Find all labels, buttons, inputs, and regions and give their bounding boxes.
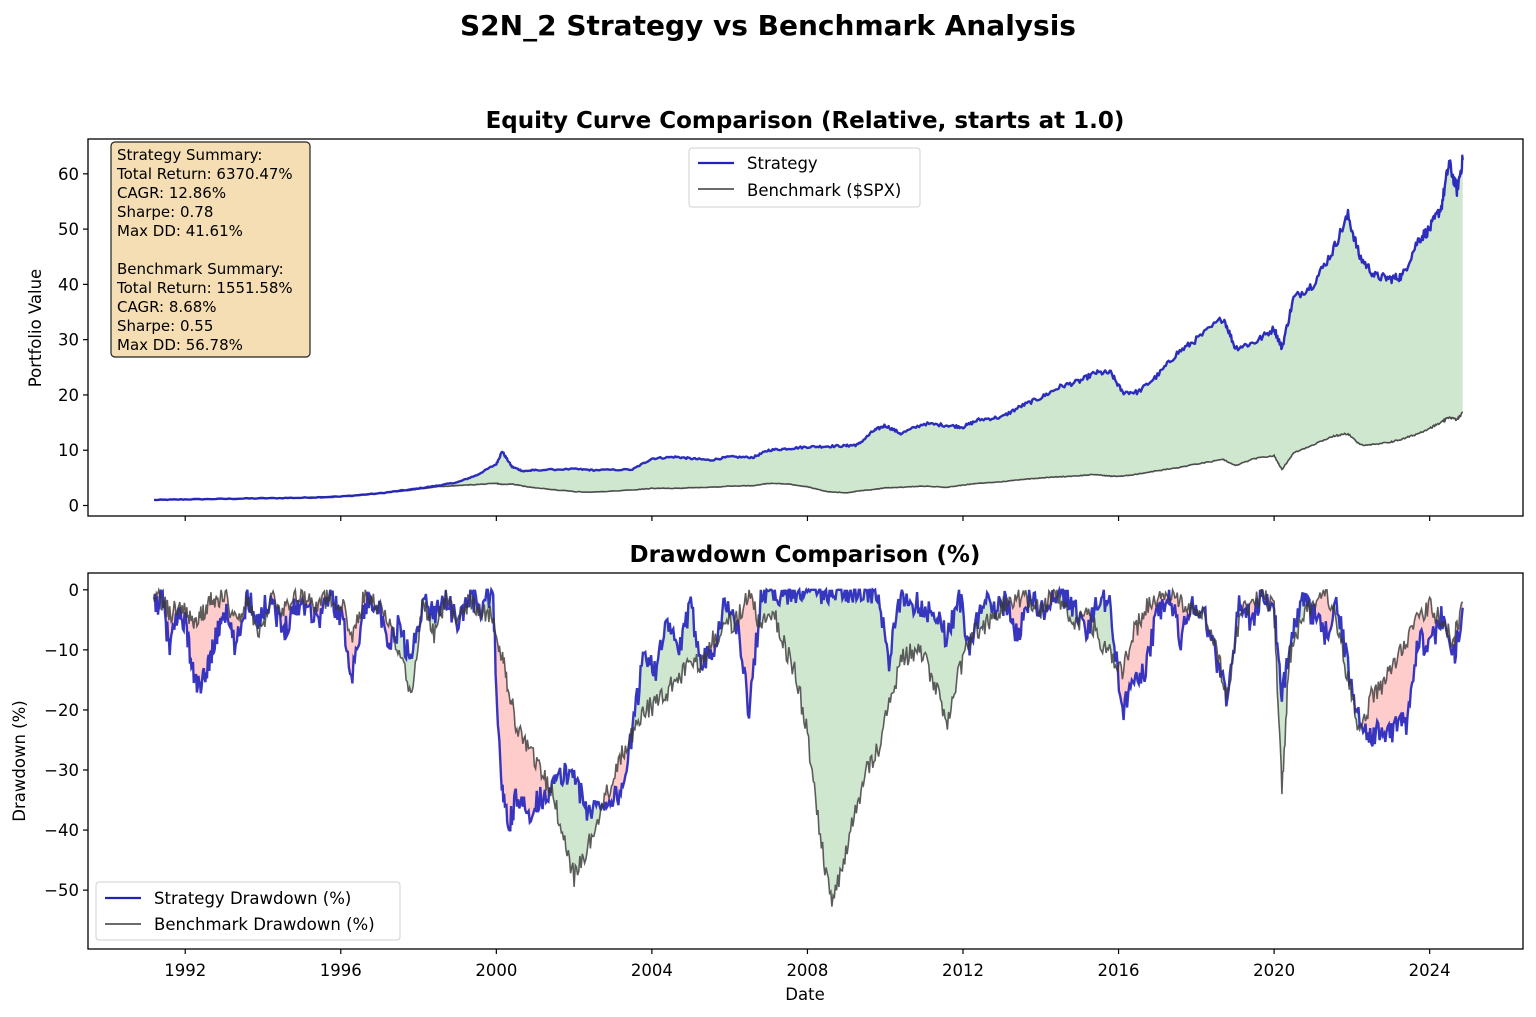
drawdown-chart-frame [87, 572, 1524, 950]
y-tick-label: 0 [69, 496, 80, 515]
x-tick-label: 2020 [1253, 961, 1295, 980]
summary-line: Total Return: 6370.47% [116, 165, 293, 183]
drawdown-chart-title: Drawdown Comparison (%) [630, 542, 981, 568]
strategy-drawdown-line [152, 585, 1464, 832]
benchmark-drawdown-line [153, 586, 1464, 907]
y-tick-label: 40 [58, 275, 79, 294]
legend-strategy-drawdown-label: Strategy Drawdown (%) [154, 889, 351, 908]
equity-outperformance-fill-layer [154, 155, 1463, 501]
x-tick-label: 2024 [1409, 961, 1451, 980]
equity-chart-title: Equity Curve Comparison (Relative, start… [486, 108, 1125, 134]
equity-y-axis-label: Portfolio Value [26, 269, 45, 387]
x-tick-label: 2016 [1098, 961, 1140, 980]
drawdown-lines-layer [152, 585, 1464, 907]
summary-line: Sharpe: 0.78 [117, 203, 213, 221]
outperformance-fill [154, 155, 1463, 501]
equity-legend-frame [688, 147, 921, 208]
legend-strategy-label: Strategy [747, 154, 818, 173]
drawdown-legend-frame [95, 881, 401, 941]
drawdown-x-axis: 1992 1996 2000 2004 2008 2012 2016 2020 2024 [164, 949, 1451, 980]
summary-line: Benchmark Summary: [117, 260, 284, 278]
equity-y-axis: 0 10 20 30 40 50 60 [58, 165, 88, 515]
legend-benchmark-drawdown-label: Benchmark Drawdown (%) [154, 915, 375, 934]
y-tick-label: 0 [69, 581, 80, 600]
x-tick-label: 2008 [786, 961, 828, 980]
summary-line: CAGR: 12.86% [117, 184, 226, 202]
y-tick-label: 20 [58, 386, 79, 405]
equity-x-axis [184, 516, 1431, 521]
strategy-equity-line [153, 154, 1464, 502]
y-tick-label: 60 [58, 165, 79, 184]
y-tick-label: −30 [44, 761, 79, 780]
equity-chart: Equity Curve Comparison (Relative, start… [26, 108, 1524, 521]
summary-annotation-box: Strategy Summary:Total Return: 6370.47%C… [110, 141, 311, 358]
equity-lines-layer [153, 154, 1464, 502]
drawdown-legend: Strategy Drawdown (%) Benchmark Drawdown… [95, 881, 401, 941]
drawdown-y-axis: 0 −10 −20 −30 −40 −50 [44, 581, 88, 900]
drawdown-y-axis-label: Drawdown (%) [10, 700, 29, 821]
summary-line: Strategy Summary: [117, 146, 263, 164]
summary-line: Max DD: 56.78% [117, 336, 243, 354]
summary-line: Max DD: 41.61% [117, 222, 243, 240]
x-tick-label: 2000 [475, 961, 517, 980]
summary-box-background [110, 141, 311, 358]
x-tick-label: 2004 [631, 961, 673, 980]
summary-line: CAGR: 8.68% [117, 298, 217, 316]
summary-box-text: Strategy Summary:Total Return: 6370.47%C… [116, 146, 293, 354]
x-tick-label: 2012 [942, 961, 984, 980]
x-tick-label: 1996 [320, 961, 362, 980]
y-tick-label: 30 [58, 331, 79, 350]
equity-legend: Strategy Benchmark ($SPX) [688, 147, 921, 208]
summary-line: Sharpe: 0.55 [117, 317, 213, 335]
legend-benchmark-label: Benchmark ($SPX) [747, 181, 901, 200]
summary-line: Total Return: 1551.58% [116, 279, 293, 297]
y-tick-label: −40 [44, 821, 79, 840]
benchmark-equity-line [154, 411, 1464, 501]
equity-chart-frame [87, 138, 1524, 517]
x-tick-label: 1992 [164, 961, 206, 980]
y-tick-label: 10 [58, 441, 79, 460]
y-tick-label: −50 [44, 881, 79, 900]
y-tick-label: 50 [58, 220, 79, 239]
y-tick-label: −20 [44, 701, 79, 720]
figure-suptitle: S2N_2 Strategy vs Benchmark Analysis [460, 9, 1076, 42]
drawdown-x-axis-label: Date [785, 985, 824, 1004]
y-tick-label: −10 [44, 641, 79, 660]
drawdown-chart: Drawdown Comparison (%) 0 −10 −20 −30 −40 −50… [10, 542, 1524, 1004]
